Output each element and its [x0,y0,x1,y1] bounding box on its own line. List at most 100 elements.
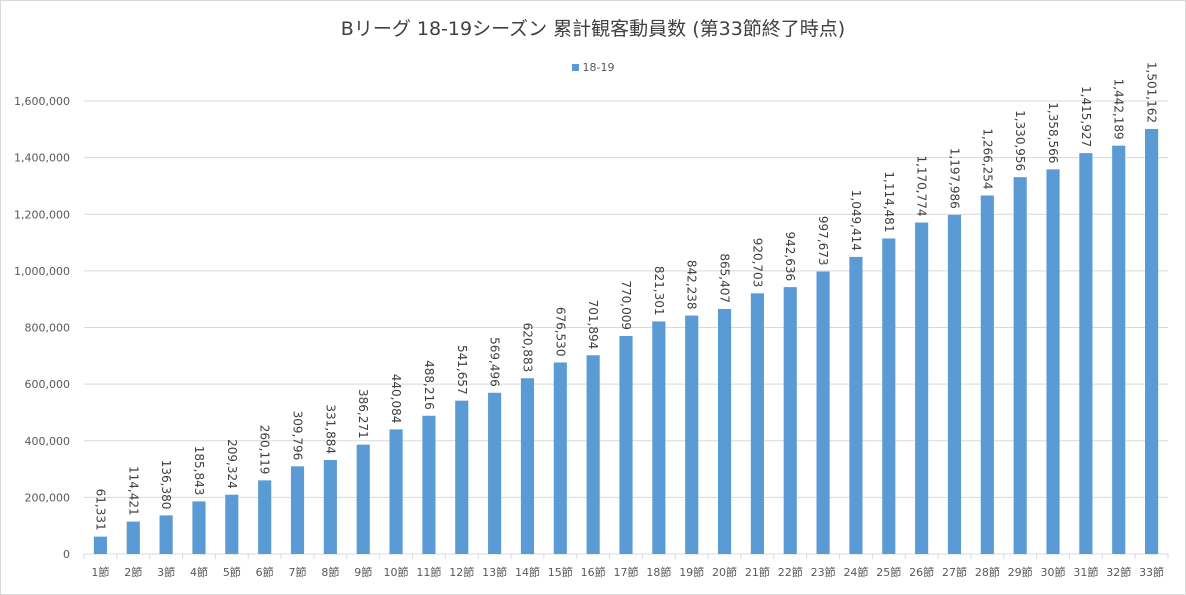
legend: 18-19 [0,61,1186,74]
bar [553,362,567,554]
x-tick-label: 33節 [1139,565,1164,579]
data-label: 209,324 [225,439,239,489]
data-label: 997,673 [816,216,830,266]
data-label: 676,530 [553,307,567,357]
data-label: 821,301 [652,266,666,316]
y-tick-label: 400,000 [25,435,71,448]
data-label: 1,049,414 [849,190,863,251]
data-label: 1,358,566 [1046,102,1060,163]
data-label: 1,197,986 [947,148,961,209]
bar [816,271,830,554]
y-tick-label: 1,600,000 [14,95,70,108]
x-tick-label: 16節 [581,565,606,579]
data-label: 541,657 [455,345,469,395]
x-tick-label: 18節 [646,565,671,579]
legend-swatch [571,63,579,71]
bar [389,429,403,554]
bar [1145,128,1159,554]
bar [422,415,436,554]
data-label: 1,266,254 [980,128,994,189]
bar [520,378,535,554]
x-tick-label: 14節 [515,565,540,579]
x-tick-label: 29節 [1008,565,1033,579]
data-label: 440,084 [389,374,403,424]
y-tick-label: 600,000 [25,378,71,391]
bar [882,238,896,554]
x-tick-label: 32節 [1106,565,1131,579]
y-tick-label: 1,400,000 [14,152,70,165]
bar [685,315,699,554]
x-tick-label: 1節 [91,565,109,579]
bar [750,293,764,554]
data-label: 770,009 [619,280,633,330]
data-label: 260,119 [258,425,272,475]
y-tick-label: 0 [63,548,70,561]
x-tick-label: 21節 [745,565,770,579]
bar [290,466,305,554]
x-tick-label: 12節 [449,565,474,579]
bar [980,195,994,555]
x-tick-label: 7節 [289,565,307,579]
bar [455,400,469,554]
bar [1112,145,1126,554]
bar [849,256,863,554]
data-label: 620,883 [520,323,534,373]
data-label: 701,894 [586,300,600,350]
data-label: 569,496 [488,337,502,387]
data-label: 1,170,774 [915,155,929,216]
data-label: 1,415,927 [1079,86,1093,147]
bar [915,222,929,555]
y-tick-label: 1,200,000 [14,208,70,221]
x-tick-label: 28節 [975,565,1000,579]
data-label: 1,114,481 [882,171,896,232]
data-label: 488,216 [422,360,436,410]
data-label: 61,331 [93,489,107,531]
data-label: 309,796 [291,411,305,461]
bar [488,392,502,554]
x-tick-label: 25節 [876,565,901,579]
bar [159,515,173,554]
bar [1046,169,1060,554]
bar [652,321,666,554]
y-tick-label: 1,000,000 [14,265,70,278]
bar [225,494,239,554]
bar [126,521,140,554]
x-tick-label: 30節 [1041,565,1066,579]
data-label: 1,501,162 [1145,62,1159,123]
bar [192,501,206,554]
data-label: 185,843 [192,446,206,496]
bar [323,460,337,554]
x-tick-label: 2節 [124,565,142,579]
bar [1013,177,1027,554]
y-tick-label: 200,000 [25,491,71,504]
data-label: 114,421 [126,466,140,516]
x-tick-label: 23節 [811,565,836,579]
chart-title: Bリーグ 18-19シーズン 累計観客動員数 (第33節終了時点) [340,18,846,40]
x-tick-label: 13節 [482,565,507,579]
bar [717,308,732,554]
y-tick-label: 800,000 [25,322,71,335]
x-tick-label: 10節 [384,565,409,579]
bar [1079,153,1093,554]
x-tick-label: 4節 [190,565,208,579]
x-tick-label: 11節 [416,565,441,579]
x-tick-label: 17節 [614,565,639,579]
x-tick-label: 5節 [223,565,241,579]
data-label: 136,380 [159,460,173,510]
data-label: 331,884 [323,404,337,454]
x-tick-label: 26節 [909,565,934,579]
data-label: 920,703 [750,238,764,288]
legend-label: 18-19 [582,61,615,74]
x-tick-label: 9節 [354,565,372,579]
data-label: 865,407 [718,253,732,303]
x-tick-label: 15節 [548,565,573,579]
x-tick-label: 24節 [843,565,868,579]
x-tick-label: 22節 [778,565,803,579]
x-tick-label: 27節 [942,565,967,579]
data-label: 386,271 [356,389,370,439]
bar [258,480,272,554]
x-tick-label: 19節 [679,565,704,579]
bar [619,335,633,554]
bar [356,444,370,554]
